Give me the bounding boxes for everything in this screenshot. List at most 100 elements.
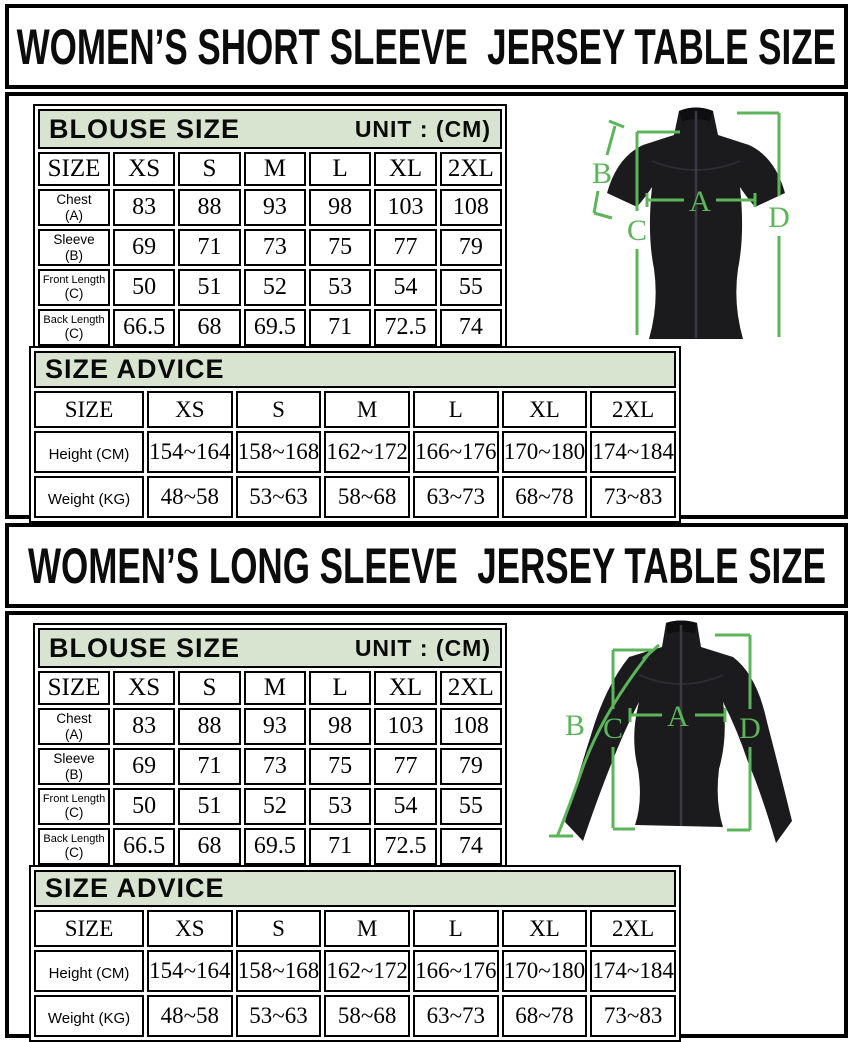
size-cell: XS (113, 152, 176, 186)
size-cell: XS (147, 391, 233, 428)
unit-label: UNIT : (CM) (354, 115, 491, 142)
value-cell: 52 (243, 788, 306, 825)
advice-row-height: Height (CM) 154~164 158~168 162~172 166~… (34, 950, 676, 992)
row-sublabel: (C) (64, 805, 84, 821)
section-title: WOMEN’S SHORT SLEEVE JERSEY TABLE SIZE (16, 18, 837, 75)
advice-header-row: SIZE ADVICE (34, 870, 676, 907)
section-long-sleeve: WOMEN’S LONG SLEEVE JERSEY TABLE SIZE BL… (5, 523, 848, 1042)
size-cell: M (324, 391, 410, 428)
value-cell: 98 (308, 189, 372, 226)
row-label: Weight (KG) (47, 491, 131, 508)
row-label-cell: Weight (KG) (34, 476, 144, 518)
measure-label-c: C (627, 214, 647, 247)
size-cell: S (178, 671, 241, 705)
value-cell: 166~176 (412, 431, 499, 473)
value-cell: 68 (178, 309, 241, 346)
measurement-row-front-length: Front Length (C) 50 51 52 53 54 55 (38, 269, 502, 306)
size-cell: L (308, 671, 372, 705)
measure-lines (592, 111, 781, 337)
row-label-cell: Height (CM) (34, 431, 144, 473)
measure-label-b: B (592, 157, 612, 190)
value-cell: 93 (243, 189, 306, 226)
size-cell: M (243, 152, 306, 186)
value-cell: 66.5 (113, 828, 176, 865)
row-label-cell: Chest (A) (38, 189, 110, 226)
value-cell: 71 (178, 229, 241, 266)
value-cell: 51 (178, 788, 241, 825)
section-short-sleeve: WOMEN’S SHORT SLEEVE JERSEY TABLE SIZE B… (5, 4, 848, 523)
size-column-header: SIZE (38, 671, 110, 705)
jersey-body-shape (565, 620, 792, 843)
value-cell: 48~58 (147, 476, 233, 518)
advice-row-weight: Weight (KG) 48~58 53~63 58~68 63~73 68~7… (34, 995, 676, 1037)
value-cell: 77 (374, 229, 437, 266)
size-header-row: SIZE XS S M L XL 2XL (38, 671, 502, 705)
row-sublabel: (A) (65, 207, 83, 223)
measurement-row-back-length: Back Length (C) 66.5 68 69.5 71 72.5 74 (38, 828, 502, 865)
blouse-header-cell: BLOUSE SIZE UNIT : (CM) (38, 109, 502, 149)
advice-header-row: SIZE ADVICE (34, 351, 676, 388)
size-cell: M (243, 671, 306, 705)
value-cell: 69.5 (243, 309, 306, 346)
blouse-size-table: BLOUSE SIZE UNIT : (CM) SIZE XS S M L XL… (33, 623, 507, 870)
unit-label: UNIT : (CM) (354, 634, 491, 661)
row-label: Sleeve (53, 751, 95, 767)
size-cell: XL (501, 391, 588, 428)
size-cell: 2XL (590, 391, 676, 428)
row-label: Chest (56, 711, 92, 727)
long-sleeve-jersey-diagram: A B C D (549, 620, 792, 843)
value-cell: 158~168 (235, 431, 322, 473)
value-cell: 54 (374, 788, 437, 825)
value-cell: 53 (308, 269, 372, 306)
size-header-row: SIZE XS S M L XL 2XL (34, 910, 676, 947)
row-label: Back Length (43, 313, 105, 326)
value-cell: 73~83 (590, 476, 676, 518)
size-header-row: SIZE XS S M L XL 2XL (34, 391, 676, 428)
row-label-cell: Weight (KG) (34, 995, 144, 1037)
section-title-box: WOMEN’S SHORT SLEEVE JERSEY TABLE SIZE (5, 4, 848, 89)
value-cell: 58~68 (324, 476, 410, 518)
value-cell: 68 (178, 828, 241, 865)
value-cell: 83 (113, 189, 176, 226)
value-cell: 72.5 (374, 828, 437, 865)
row-label: Weight (KG) (47, 1010, 131, 1027)
blouse-size-label: BLOUSE SIZE (49, 632, 241, 663)
value-cell: 73~83 (590, 995, 676, 1037)
row-label-cell: Height (CM) (34, 950, 144, 992)
advice-header-cell: SIZE ADVICE (34, 870, 676, 907)
value-cell: 63~73 (412, 476, 499, 518)
row-label-cell: Front Length (C) (38, 269, 110, 306)
value-cell: 98 (308, 708, 372, 745)
row-label-cell: Sleeve (B) (38, 748, 110, 785)
value-cell: 73 (243, 229, 306, 266)
blouse-header-cell: BLOUSE SIZE UNIT : (CM) (38, 628, 502, 668)
value-cell: 50 (113, 788, 176, 825)
blouse-header-row: BLOUSE SIZE UNIT : (CM) (38, 109, 502, 149)
size-cell: XS (113, 671, 176, 705)
row-label-cell: Sleeve (B) (38, 229, 110, 266)
row-sublabel: (B) (65, 247, 83, 263)
measurement-row-chest: Chest (A) 83 88 93 98 103 108 (38, 189, 502, 226)
value-cell: 68~78 (501, 995, 588, 1037)
value-cell: 108 (439, 189, 502, 226)
measure-label-c: C (603, 712, 623, 745)
short-sleeve-jersey-diagram: A B C D (592, 107, 790, 339)
row-label-cell: Back Length (C) (38, 828, 110, 865)
row-label-cell: Chest (A) (38, 708, 110, 745)
row-sublabel: (C) (64, 845, 84, 861)
advice-row-height: Height (CM) 154~164 158~168 162~172 166~… (34, 431, 676, 473)
value-cell: 71 (178, 748, 241, 785)
value-cell: 50 (113, 269, 176, 306)
size-cell: M (324, 910, 410, 947)
size-advice-label: SIZE ADVICE (45, 873, 225, 903)
row-label: Front Length (42, 273, 106, 286)
measure-label-b: B (565, 709, 585, 742)
row-sublabel: (C) (64, 286, 84, 302)
size-advice-label: SIZE ADVICE (45, 354, 225, 384)
measure-label-d: D (739, 712, 761, 745)
measurement-row-sleeve: Sleeve (B) 69 71 73 75 77 79 (38, 748, 502, 785)
value-cell: 48~58 (147, 995, 233, 1037)
size-column-header: SIZE (38, 152, 110, 186)
value-cell: 69.5 (243, 828, 306, 865)
value-cell: 53 (308, 788, 372, 825)
